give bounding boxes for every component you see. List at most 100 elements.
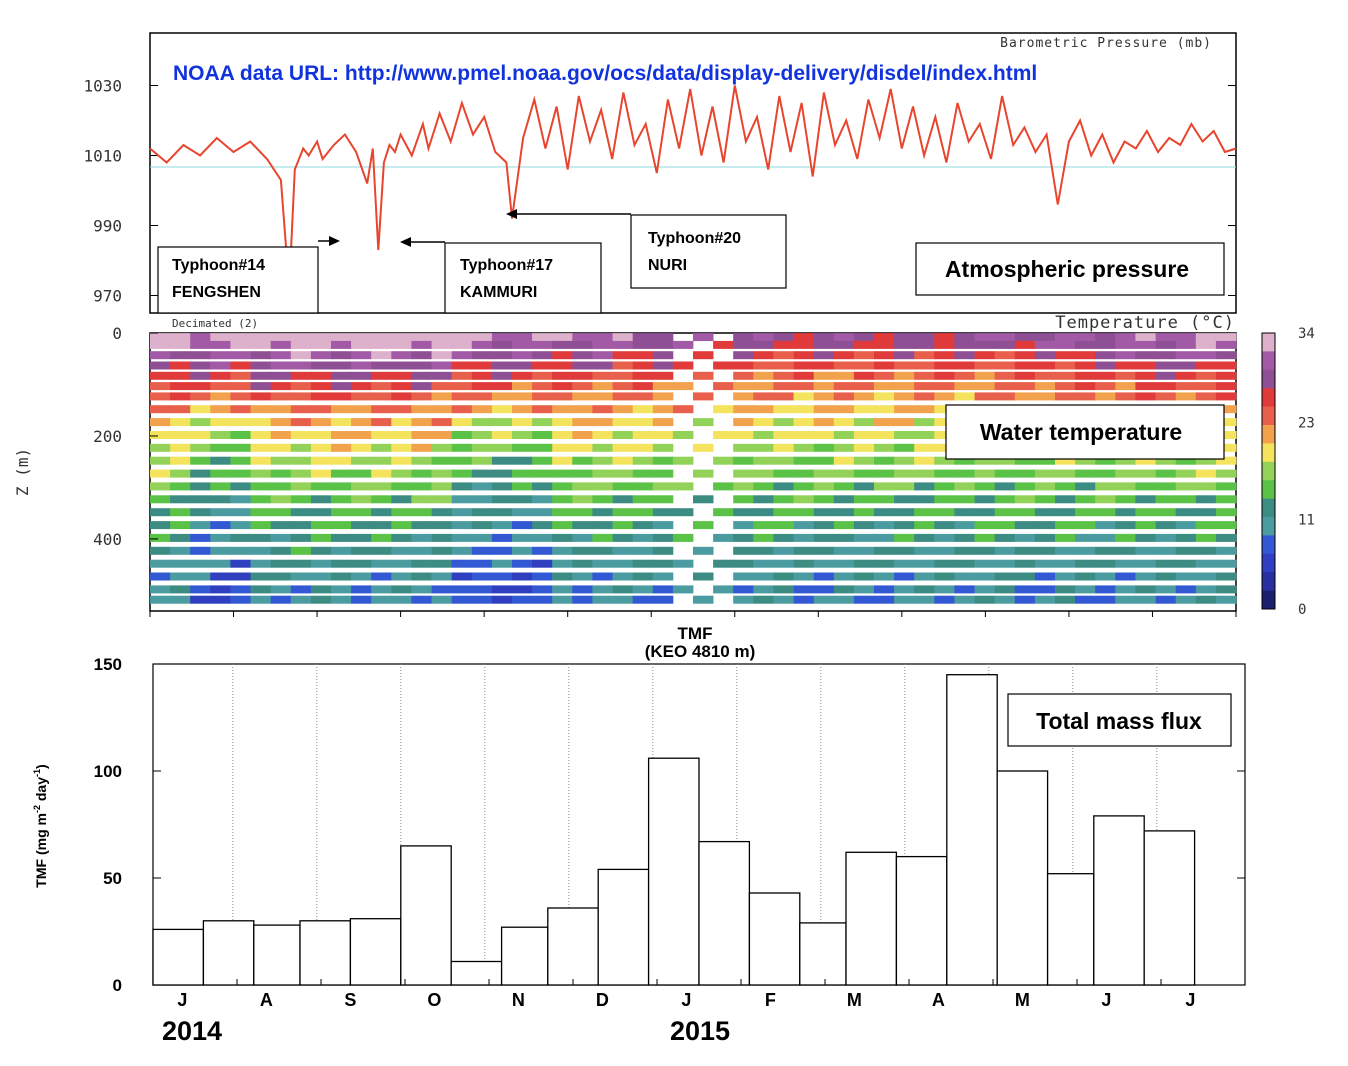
temperature-cell bbox=[1155, 482, 1177, 491]
temperature-cell bbox=[552, 495, 573, 504]
temperature-cell bbox=[170, 469, 191, 478]
temperature-cell bbox=[270, 340, 292, 349]
temperature-cell bbox=[1055, 333, 1076, 342]
temperature-cell bbox=[170, 521, 191, 530]
temperature-cell bbox=[170, 443, 191, 452]
temperature-cell bbox=[1195, 361, 1217, 370]
temperature-cell bbox=[693, 392, 714, 401]
temperature-cell bbox=[994, 508, 1016, 517]
temperature-cell bbox=[773, 405, 794, 414]
temperature-cell bbox=[431, 559, 453, 568]
temperature-cell bbox=[331, 418, 352, 427]
temperature-cell bbox=[170, 340, 191, 349]
temperature-cell bbox=[1155, 456, 1177, 465]
mass-flux-month-label: J bbox=[681, 990, 691, 1010]
temperature-cell bbox=[331, 546, 352, 555]
temperature-cell bbox=[894, 351, 915, 360]
temperature-cell bbox=[652, 371, 674, 380]
temperature-cell bbox=[874, 340, 895, 349]
temperature-cell bbox=[1095, 361, 1116, 370]
temperature-cell bbox=[190, 382, 211, 391]
temperature-cell bbox=[471, 482, 493, 491]
temperature-cell bbox=[753, 431, 774, 439]
temperature-cell bbox=[1075, 361, 1096, 370]
temperature-cell bbox=[572, 443, 593, 452]
temperature-cell bbox=[411, 371, 432, 380]
temperature-cell bbox=[994, 495, 1016, 504]
temperature-corner-label: Temperature (°C) bbox=[1055, 313, 1235, 333]
temperature-cell bbox=[713, 456, 734, 465]
temperature-cell bbox=[512, 546, 533, 555]
temperature-cell bbox=[491, 382, 513, 391]
temperature-cell bbox=[491, 431, 513, 439]
temperature-cell bbox=[331, 469, 352, 478]
temperature-cell bbox=[532, 443, 553, 452]
temperature-cell bbox=[512, 382, 533, 391]
temperature-cell bbox=[532, 508, 553, 517]
mass-flux-month-label: N bbox=[512, 990, 525, 1010]
temperature-cell bbox=[1115, 392, 1136, 401]
temperature-cell bbox=[371, 405, 392, 414]
temperature-cell bbox=[874, 521, 895, 530]
temperature-cell bbox=[1095, 351, 1116, 360]
temperature-cell bbox=[351, 533, 372, 542]
temperature-cell bbox=[290, 392, 312, 401]
temperature-cell bbox=[572, 469, 593, 478]
temperature-cell bbox=[170, 533, 191, 542]
temperature-cell bbox=[753, 456, 774, 465]
temperature-cell bbox=[934, 572, 955, 581]
temperature-cell bbox=[572, 333, 593, 342]
temperature-cell bbox=[934, 340, 955, 349]
mass-flux-panel: TMF (KEO 4810 m) 150 100 50 0 J A S O N D J F M A M J J… bbox=[32, 624, 1246, 1046]
temperature-cell bbox=[793, 340, 815, 349]
temperature-cell bbox=[290, 340, 312, 349]
temperature-cell bbox=[411, 392, 432, 401]
temperature-cell bbox=[853, 495, 875, 504]
temperature-cell bbox=[632, 559, 654, 568]
temperature-cell bbox=[331, 431, 352, 439]
temperature-cell bbox=[371, 333, 392, 342]
temperature-cell bbox=[491, 351, 513, 360]
temperature-cell bbox=[632, 371, 654, 380]
temperature-cell bbox=[1215, 340, 1237, 349]
temperature-cell bbox=[532, 340, 553, 349]
temperature-cell bbox=[1115, 361, 1136, 370]
temperature-cell bbox=[351, 585, 372, 594]
temperature-cell bbox=[813, 469, 835, 478]
temperature-cell bbox=[853, 572, 875, 581]
temperature-cell bbox=[954, 351, 975, 360]
temperature-cell bbox=[371, 559, 392, 568]
temperature-cell bbox=[310, 382, 332, 391]
temperature-cell bbox=[230, 431, 251, 439]
temperature-cell bbox=[733, 521, 754, 530]
temperature-cell bbox=[592, 469, 613, 478]
temperature-cell bbox=[552, 559, 573, 568]
temperature-cell bbox=[1095, 495, 1116, 504]
temperature-cell bbox=[652, 559, 674, 568]
temperature-cell bbox=[411, 469, 432, 478]
temperature-cell bbox=[793, 371, 815, 380]
temperature-cell bbox=[813, 521, 835, 530]
temperature-cell bbox=[451, 495, 473, 504]
temperature-cell bbox=[1034, 482, 1056, 491]
temperature-cell bbox=[532, 456, 553, 465]
temperature-cell bbox=[833, 361, 855, 370]
temperature-cell bbox=[974, 521, 996, 530]
temperature-cell bbox=[1195, 533, 1217, 542]
temperature-cell bbox=[451, 333, 473, 342]
temperature-cell bbox=[592, 333, 613, 342]
temperature-cell bbox=[1195, 340, 1217, 349]
temperature-cell bbox=[331, 333, 352, 342]
temperature-cell bbox=[552, 443, 573, 452]
temperature-cell bbox=[874, 405, 895, 414]
temperature-cell bbox=[351, 382, 372, 391]
temperature-cell bbox=[914, 371, 935, 380]
temperature-cell bbox=[512, 431, 533, 439]
temperature-cell bbox=[733, 418, 754, 427]
temperature-cell bbox=[170, 495, 191, 504]
temperature-cell bbox=[592, 482, 613, 491]
temperature-cell bbox=[652, 392, 674, 401]
temperature-cell bbox=[351, 333, 372, 342]
temperature-cell bbox=[994, 469, 1016, 478]
temperature-cell bbox=[391, 340, 412, 349]
